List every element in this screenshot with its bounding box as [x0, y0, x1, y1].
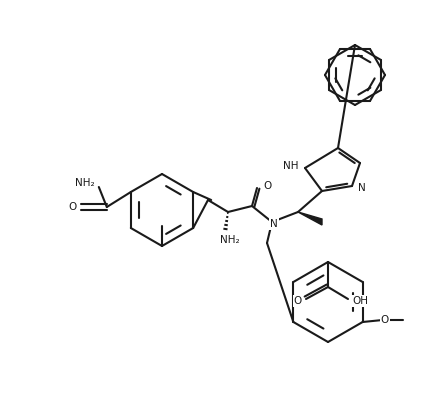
- Text: NH₂: NH₂: [75, 178, 95, 188]
- Text: NH: NH: [283, 161, 299, 171]
- Text: N: N: [358, 183, 366, 193]
- Text: O: O: [69, 202, 77, 212]
- Text: O: O: [380, 315, 389, 325]
- Text: NH₂: NH₂: [220, 235, 240, 245]
- Text: N: N: [270, 219, 278, 229]
- Polygon shape: [298, 212, 322, 225]
- Text: O: O: [294, 296, 302, 306]
- Text: OH: OH: [352, 296, 368, 306]
- Text: O: O: [263, 181, 271, 191]
